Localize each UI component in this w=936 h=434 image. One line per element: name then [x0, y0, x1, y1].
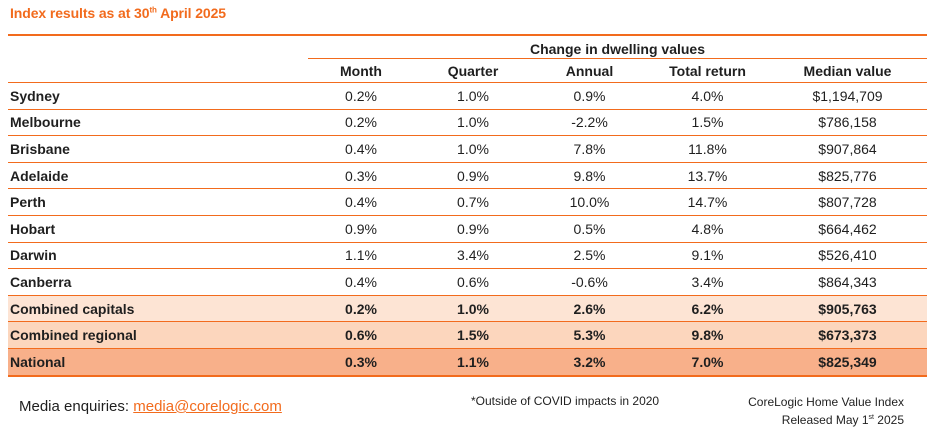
cell-median-value: $673,373	[768, 321, 927, 349]
row-label: Sydney	[8, 82, 308, 110]
cell-total-return: 3.4%	[647, 268, 768, 296]
cell-median-value: $864,343	[768, 268, 927, 296]
index-results-table: Change in dwelling values Month Quarter …	[8, 34, 927, 377]
cell-annual: 7.8%	[532, 135, 647, 163]
cell-month: 0.3%	[308, 348, 414, 377]
cell-total-return: 13.7%	[647, 162, 768, 190]
row-label: Darwin	[8, 242, 308, 270]
table-row: Melbourne 0.2% 1.0% -2.2% 1.5% $786,158	[8, 109, 927, 137]
column-header-annual: Annual	[532, 58, 647, 83]
cell-total-return: 6.2%	[647, 295, 768, 323]
cell-quarter: 1.5%	[414, 321, 532, 349]
table-row: Sydney 0.2% 1.0% 0.9% 4.0% $1,194,709	[8, 82, 927, 110]
empty-column-header	[8, 58, 308, 83]
cell-month: 0.2%	[308, 82, 414, 110]
cell-month: 0.4%	[308, 135, 414, 163]
cell-total-return: 11.8%	[647, 135, 768, 163]
group-header: Change in dwelling values	[308, 40, 927, 59]
cell-total-return: 9.8%	[647, 321, 768, 349]
row-label: Canberra	[8, 268, 308, 296]
table-body: Sydney 0.2% 1.0% 0.9% 4.0% $1,194,709 Melbourn…	[8, 82, 927, 377]
covid-footnote: *Outside of COVID impacts in 2020	[471, 394, 660, 408]
media-label: Media enquiries:	[19, 398, 134, 415]
cell-month: 0.4%	[308, 188, 414, 216]
cell-median-value: $905,763	[768, 295, 927, 323]
cell-annual: -0.6%	[532, 268, 647, 296]
cell-month: 0.4%	[308, 268, 414, 296]
table-row: Combined regional 0.6% 1.5% 5.3% 9.8% $673,37…	[8, 321, 927, 349]
column-header-total-return: Total return	[647, 58, 768, 83]
source-title: CoreLogic Home Value Index	[748, 395, 904, 409]
row-label: Combined regional	[8, 321, 308, 349]
row-label: Perth	[8, 188, 308, 216]
row-label: Brisbane	[8, 135, 308, 163]
media-enquiries: Media enquiries: media@corelogic.com	[19, 398, 282, 415]
table-row: Canberra 0.4% 0.6% -0.6% 3.4% $864,343	[8, 268, 927, 296]
cell-quarter: 0.7%	[414, 188, 532, 216]
table-row: Perth 0.4% 0.7% 10.0% 14.7% $807,728	[8, 188, 927, 216]
cell-annual: -2.2%	[532, 109, 647, 137]
cell-median-value: $526,410	[768, 242, 927, 270]
row-label: Combined capitals	[8, 295, 308, 323]
cell-total-return: 9.1%	[647, 242, 768, 270]
cell-median-value: $664,462	[768, 215, 927, 243]
cell-quarter: 1.0%	[414, 135, 532, 163]
table-row: Adelaide 0.3% 0.9% 9.8% 13.7% $825,776	[8, 162, 927, 190]
cell-month: 1.1%	[308, 242, 414, 270]
column-header-quarter: Quarter	[414, 58, 532, 83]
media-email-link[interactable]: media@corelogic.com	[133, 398, 282, 415]
cell-month: 0.6%	[308, 321, 414, 349]
cell-median-value: $807,728	[768, 188, 927, 216]
cell-quarter: 0.9%	[414, 162, 532, 190]
cell-total-return: 7.0%	[647, 348, 768, 377]
cell-annual: 0.9%	[532, 82, 647, 110]
cell-month: 0.3%	[308, 162, 414, 190]
row-label: Melbourne	[8, 109, 308, 137]
cell-annual: 2.6%	[532, 295, 647, 323]
source-note: CoreLogic Home Value Index Released May …	[748, 394, 904, 428]
cell-quarter: 1.0%	[414, 109, 532, 137]
cell-median-value: $907,864	[768, 135, 927, 163]
cell-median-value: $825,776	[768, 162, 927, 190]
cell-median-value: $825,349	[768, 348, 927, 377]
cell-total-return: 14.7%	[647, 188, 768, 216]
cell-month: 0.2%	[308, 295, 414, 323]
column-header-month: Month	[308, 58, 414, 83]
table-row: Hobart 0.9% 0.9% 0.5% 4.8% $664,462	[8, 215, 927, 243]
cell-month: 0.9%	[308, 215, 414, 243]
row-label: Hobart	[8, 215, 308, 243]
column-header-median-value: Median value	[768, 58, 927, 83]
cell-month: 0.2%	[308, 109, 414, 137]
cell-annual: 0.5%	[532, 215, 647, 243]
cell-total-return: 1.5%	[647, 109, 768, 137]
cell-quarter: 0.9%	[414, 215, 532, 243]
table-row: Darwin 1.1% 3.4% 2.5% 9.1% $526,410	[8, 242, 927, 270]
cell-annual: 2.5%	[532, 242, 647, 270]
row-label: National	[8, 348, 308, 377]
cell-annual: 9.8%	[532, 162, 647, 190]
cell-total-return: 4.0%	[647, 82, 768, 110]
cell-annual: 3.2%	[532, 348, 647, 377]
empty-header-cell	[8, 40, 308, 59]
cell-total-return: 4.8%	[647, 215, 768, 243]
cell-median-value: $1,194,709	[768, 82, 927, 110]
cell-quarter: 0.6%	[414, 268, 532, 296]
table-row: Brisbane 0.4% 1.0% 7.8% 11.8% $907,864	[8, 135, 927, 163]
release-date: Released May 1st 2025	[781, 413, 904, 427]
cell-quarter: 3.4%	[414, 242, 532, 270]
table-row: National 0.3% 1.1% 3.2% 7.0% $825,349	[8, 348, 927, 377]
row-label: Adelaide	[8, 162, 308, 190]
cell-quarter: 1.1%	[414, 348, 532, 377]
cell-quarter: 1.0%	[414, 295, 532, 323]
cell-quarter: 1.0%	[414, 82, 532, 110]
page-title: Index results as at 30th April 2025	[10, 5, 226, 21]
cell-median-value: $786,158	[768, 109, 927, 137]
cell-annual: 5.3%	[532, 321, 647, 349]
cell-annual: 10.0%	[532, 188, 647, 216]
table-row: Combined capitals 0.2% 1.0% 2.6% 6.2% $905,76…	[8, 295, 927, 323]
